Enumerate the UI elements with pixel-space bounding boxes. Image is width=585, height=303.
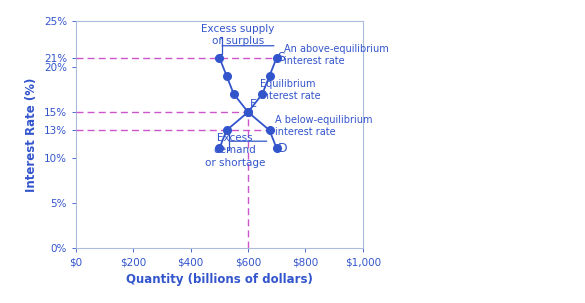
Text: D: D bbox=[277, 142, 287, 155]
Text: A below-equilibrium
interest rate: A below-equilibrium interest rate bbox=[276, 115, 373, 137]
Text: E: E bbox=[249, 99, 256, 109]
Y-axis label: Interest Rate (%): Interest Rate (%) bbox=[25, 78, 39, 192]
Text: Equilibrium
interest rate: Equilibrium interest rate bbox=[260, 79, 320, 101]
X-axis label: Quantity (billions of dollars): Quantity (billions of dollars) bbox=[126, 273, 313, 286]
Text: S: S bbox=[277, 51, 285, 64]
Text: Excess supply
or surplus: Excess supply or surplus bbox=[201, 24, 275, 46]
Text: An above-equilibrium
interest rate: An above-equilibrium interest rate bbox=[284, 44, 388, 66]
Text: Excess
demand
or shortage: Excess demand or shortage bbox=[205, 133, 266, 168]
